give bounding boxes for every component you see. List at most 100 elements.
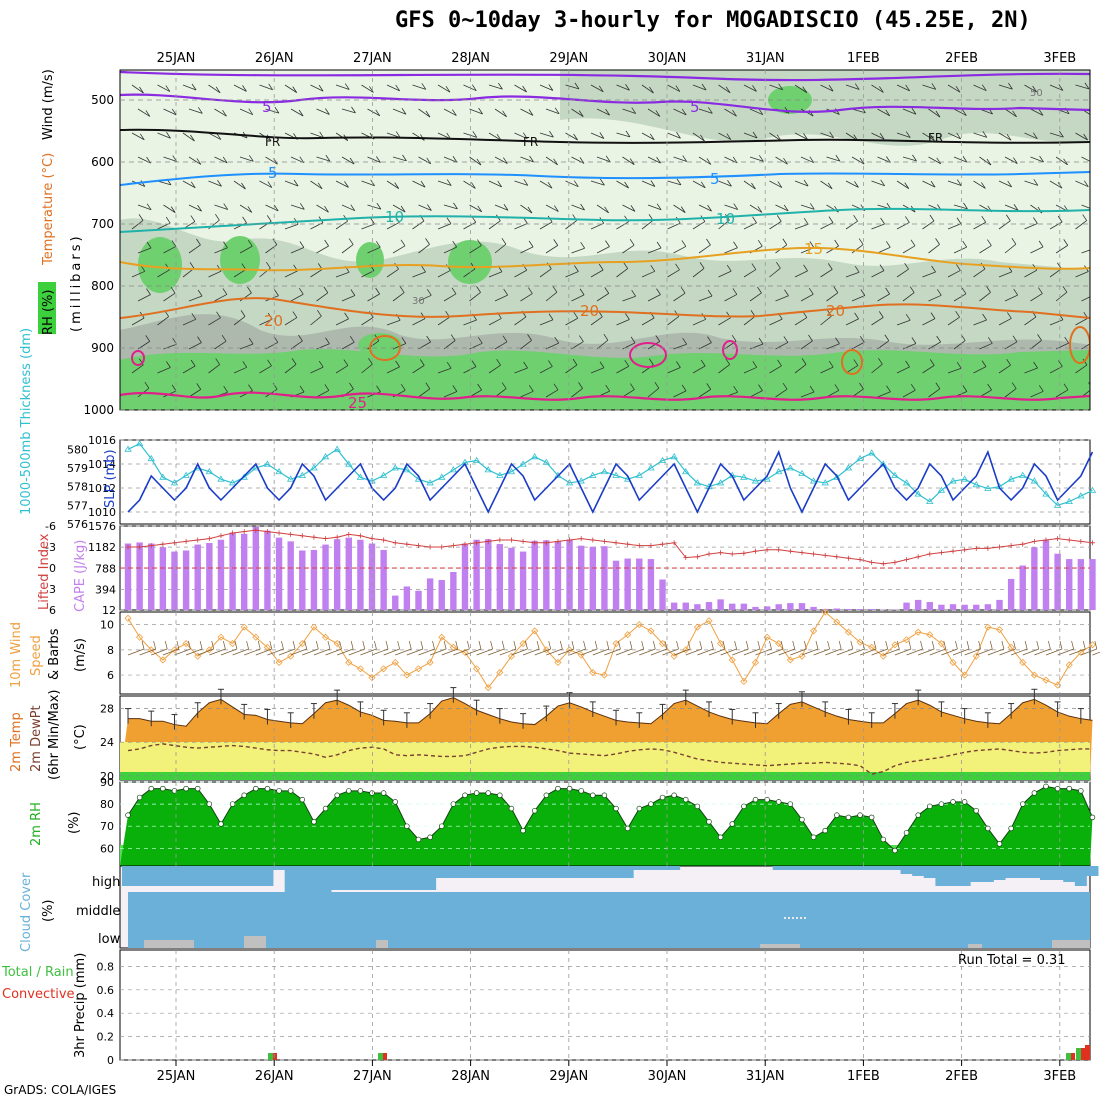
wind-barb-feather bbox=[707, 107, 713, 114]
wind-barb bbox=[341, 108, 356, 114]
day-label: 1FEB bbox=[847, 51, 880, 66]
cloud-high-bar bbox=[1016, 866, 1029, 878]
wind10-barb-feather bbox=[350, 640, 354, 650]
wind-barb-feather bbox=[911, 337, 917, 344]
wind-barb-feather bbox=[981, 84, 987, 91]
wind-barb-feather bbox=[809, 203, 815, 210]
rh2m-point bbox=[1043, 783, 1049, 790]
wind-barb bbox=[641, 132, 655, 141]
thickness-point bbox=[821, 479, 829, 486]
wind-barb bbox=[386, 180, 399, 189]
cloud-high-bar bbox=[400, 866, 413, 890]
wind10-barb-feather bbox=[339, 640, 342, 650]
temp-contour-blue bbox=[120, 171, 1090, 186]
wind-barb bbox=[877, 156, 891, 163]
cloud-high-bar bbox=[598, 866, 611, 878]
thickness-point bbox=[1065, 497, 1073, 505]
thickness-point bbox=[379, 471, 388, 478]
wind-barb-feather bbox=[574, 82, 580, 90]
wind-barb-feather bbox=[298, 109, 304, 117]
wind-barb-feather bbox=[553, 239, 559, 246]
precip-ticks: 0.80.60.40.20 bbox=[97, 960, 115, 1067]
wind10-barb-feather bbox=[571, 640, 575, 650]
wind-barb bbox=[157, 180, 172, 186]
wind-barb bbox=[896, 180, 909, 189]
wind10-barb bbox=[290, 648, 307, 656]
precip-panel: Run Total = 0.31 0.80.60.40.20 Total / R… bbox=[1, 949, 1091, 1067]
wind-barb-feather bbox=[676, 361, 681, 368]
cape-bar bbox=[694, 604, 701, 610]
li-point bbox=[264, 529, 270, 535]
wind-barb-feather bbox=[1005, 214, 1011, 221]
wind-barb-feather bbox=[676, 132, 681, 139]
wind-barb-feather bbox=[370, 217, 375, 225]
wind-barb bbox=[692, 365, 706, 374]
wind-barb-feather bbox=[732, 109, 737, 117]
li-point bbox=[752, 548, 758, 554]
wind10-axis-label-c: & Barbs bbox=[47, 628, 62, 680]
wind-barb bbox=[539, 366, 553, 374]
li-point bbox=[741, 550, 747, 556]
wind-barb bbox=[520, 293, 533, 302]
cape-bar bbox=[252, 526, 260, 610]
wind-barb-feather bbox=[956, 264, 961, 271]
wind-barb bbox=[437, 367, 452, 374]
wind-barb bbox=[443, 293, 457, 302]
wind-barb-feather bbox=[478, 107, 483, 115]
wind-barb bbox=[157, 269, 170, 278]
wind-barb-feather bbox=[421, 83, 427, 90]
cape-bar bbox=[856, 609, 864, 610]
contour-label-10-a: 10 bbox=[385, 208, 404, 226]
wind-barb bbox=[341, 204, 355, 212]
wind10-barb bbox=[662, 648, 679, 656]
wind-barb-feather bbox=[981, 215, 987, 223]
wind-barb bbox=[1055, 291, 1068, 302]
thickness-point bbox=[530, 453, 539, 460]
wind-barb-feather bbox=[554, 205, 559, 212]
thickness-point bbox=[1030, 477, 1039, 484]
wind-barb-feather bbox=[828, 84, 834, 92]
wind-barb-feather bbox=[1033, 361, 1038, 369]
li-point bbox=[288, 531, 294, 537]
contour-label-20-a: 20 bbox=[264, 312, 283, 330]
wind-barb bbox=[514, 223, 528, 230]
day-axis-top: 25JAN 26JAN 27JAN 28JAN 29JAN 30JAN 31JAN 1FEB 2… bbox=[157, 51, 1077, 66]
rh2m-point bbox=[775, 799, 782, 805]
wind-barb bbox=[163, 108, 177, 116]
cape-bar bbox=[914, 599, 922, 610]
wind-barb bbox=[310, 366, 324, 374]
wind-barb bbox=[514, 180, 528, 186]
wind-barb bbox=[131, 132, 145, 141]
rh2m-markers bbox=[125, 783, 1096, 854]
wind-barb-feather bbox=[784, 289, 789, 296]
wind-barb-feather bbox=[452, 109, 457, 116]
wind10-barb bbox=[1092, 651, 1100, 656]
wind-barb-feather bbox=[1013, 288, 1019, 296]
wind-barb-feather bbox=[936, 289, 942, 296]
wind-barb bbox=[463, 366, 477, 374]
day-label: 30JAN bbox=[648, 51, 687, 66]
li-point bbox=[601, 538, 607, 544]
wind-barb bbox=[743, 269, 757, 278]
wind-barb-feather bbox=[905, 360, 910, 368]
wind10-point bbox=[496, 668, 504, 677]
thickness-point bbox=[565, 479, 574, 486]
wind-barb bbox=[1075, 317, 1088, 326]
wind-barb-feather bbox=[783, 157, 788, 165]
wind-barb bbox=[463, 180, 476, 189]
wind-barb bbox=[692, 268, 705, 278]
thickness-point bbox=[356, 473, 365, 480]
li-point bbox=[857, 557, 863, 563]
wind-barb bbox=[590, 132, 605, 139]
wind-barb bbox=[749, 156, 764, 162]
wind-barb-feather bbox=[145, 335, 151, 342]
wind-barb bbox=[412, 318, 426, 326]
li-point bbox=[1089, 540, 1095, 546]
wind-barb-feather bbox=[1008, 82, 1013, 90]
wind-barb-feather bbox=[733, 241, 738, 248]
day-label: 3FEB bbox=[1043, 1069, 1076, 1084]
thickness-point bbox=[542, 458, 551, 465]
wind-barb-feather bbox=[247, 206, 253, 213]
cape-bar bbox=[636, 558, 643, 610]
